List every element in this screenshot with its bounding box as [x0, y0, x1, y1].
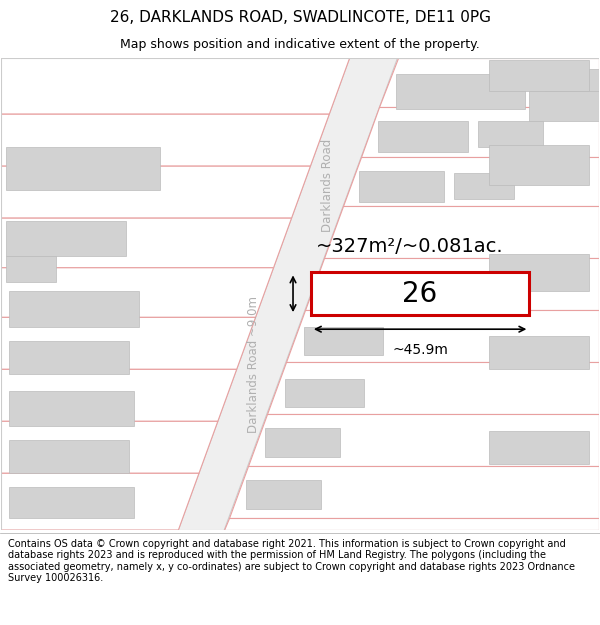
Polygon shape	[305, 258, 599, 310]
Bar	[545, 69, 600, 95]
Polygon shape	[324, 206, 599, 258]
Polygon shape	[1, 369, 236, 421]
Bar	[284, 379, 364, 407]
Text: 26: 26	[403, 280, 438, 308]
Bar	[304, 327, 383, 355]
Polygon shape	[267, 362, 599, 414]
Bar	[490, 254, 589, 291]
Polygon shape	[1, 421, 218, 473]
Polygon shape	[178, 58, 398, 530]
Polygon shape	[379, 58, 599, 107]
Bar	[311, 272, 529, 315]
Polygon shape	[224, 518, 599, 530]
Bar	[247, 481, 321, 509]
Polygon shape	[1, 218, 292, 268]
Bar	[9, 440, 128, 473]
Polygon shape	[1, 268, 274, 318]
Bar	[529, 91, 599, 121]
Bar	[9, 488, 134, 518]
Bar	[265, 428, 340, 457]
Polygon shape	[343, 157, 599, 206]
Bar	[6, 221, 125, 256]
Text: ~45.9m: ~45.9m	[392, 343, 448, 357]
Polygon shape	[1, 58, 350, 114]
Bar	[490, 336, 589, 369]
Bar	[490, 431, 589, 464]
Bar	[490, 60, 589, 91]
Text: Darklands Road ~9.0m: Darklands Road ~9.0m	[247, 296, 260, 433]
Polygon shape	[248, 414, 599, 466]
Bar	[6, 148, 160, 190]
Bar	[478, 121, 542, 148]
Polygon shape	[1, 166, 310, 218]
Polygon shape	[286, 310, 599, 362]
Bar	[9, 291, 139, 327]
Bar	[9, 391, 134, 426]
Text: 26, DARKLANDS ROAD, SWADLINCOTE, DE11 0PG: 26, DARKLANDS ROAD, SWADLINCOTE, DE11 0P…	[110, 10, 491, 25]
Bar	[9, 341, 128, 374]
Polygon shape	[1, 114, 329, 166]
Text: Map shows position and indicative extent of the property.: Map shows position and indicative extent…	[120, 38, 480, 51]
Bar	[340, 272, 415, 299]
Text: Darklands Road: Darklands Road	[321, 139, 334, 232]
Text: ~327m²/~0.081ac.: ~327m²/~0.081ac.	[316, 237, 504, 256]
Bar	[395, 74, 525, 109]
Bar	[490, 145, 589, 185]
Polygon shape	[229, 466, 599, 518]
Bar	[454, 173, 514, 199]
Bar	[6, 256, 56, 282]
Text: Contains OS data © Crown copyright and database right 2021. This information is : Contains OS data © Crown copyright and d…	[8, 539, 575, 583]
Polygon shape	[361, 107, 599, 157]
Polygon shape	[1, 473, 199, 530]
Bar	[359, 171, 444, 202]
Polygon shape	[1, 318, 256, 369]
Bar	[378, 121, 468, 152]
